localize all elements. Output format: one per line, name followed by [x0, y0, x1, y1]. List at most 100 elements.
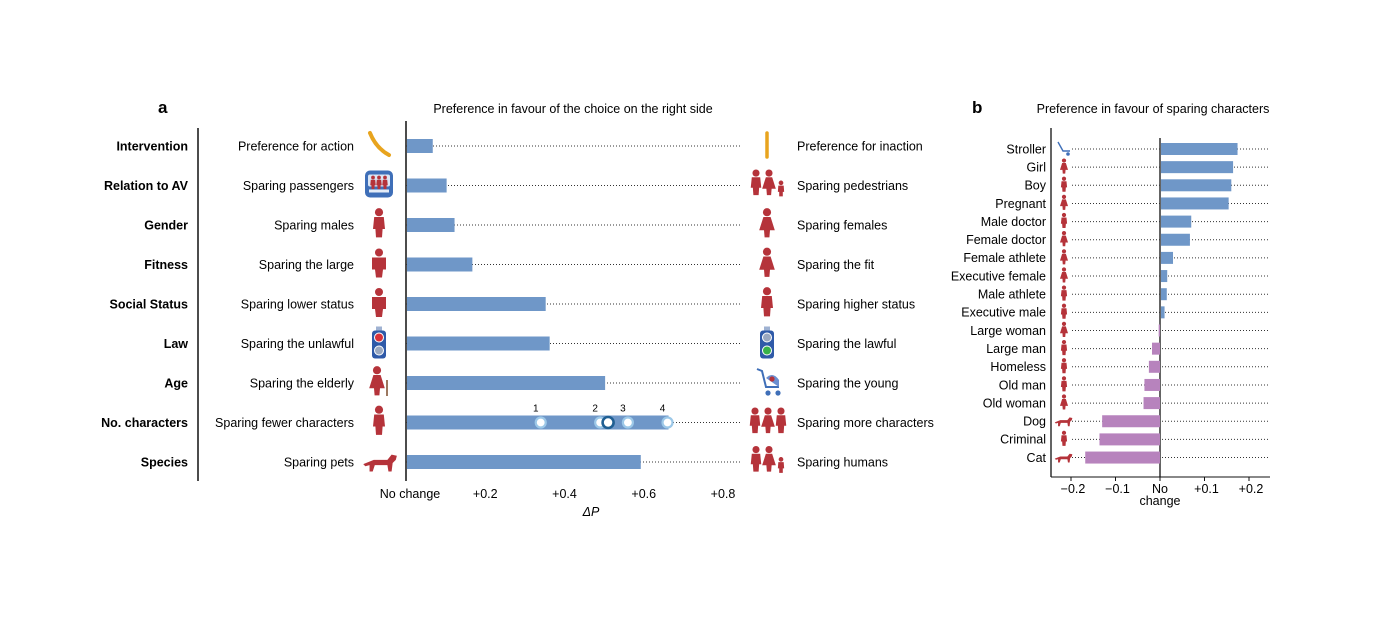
fit-person-icon — [759, 247, 775, 277]
action-arrow-icon — [368, 131, 391, 157]
left-choice-label: Sparing the large — [259, 258, 354, 272]
bar-relation-to-av — [407, 178, 447, 193]
panel-b-chart: b Preference in favour of sparing charac… — [951, 98, 1270, 508]
person-figure-icon — [373, 208, 385, 238]
man-figure-icon — [750, 445, 762, 472]
person-figure-icon — [373, 405, 385, 435]
panel-a-letter: a — [158, 98, 168, 117]
character-label: Pregnant — [995, 197, 1046, 211]
dog-icon — [1054, 417, 1073, 427]
woman-figure-icon — [761, 407, 775, 434]
row-homeless: Homeless — [990, 358, 1268, 374]
row-pregnant: Pregnant — [995, 194, 1268, 211]
girl-icon — [1059, 158, 1069, 174]
bar-cat — [1085, 451, 1160, 464]
bar-stroller — [1161, 143, 1238, 155]
panel-b-title: Preference in favour of sparing characte… — [1037, 102, 1270, 116]
row-social-status: Social Status Sparing lower status Sparing… — [110, 287, 915, 317]
row-criminal: Criminal — [1000, 430, 1268, 447]
row-large-man: Large man — [986, 339, 1268, 356]
person-figure-icon — [761, 287, 773, 317]
row-male-doctor: Male doctor — [981, 212, 1268, 229]
elderly-figure-icon — [369, 366, 385, 396]
bar-large-man — [1151, 342, 1160, 355]
bar-female-athlete — [1161, 251, 1174, 264]
bar-old-woman — [1143, 397, 1160, 410]
character-label: Old woman — [983, 396, 1046, 410]
woman-figure-icon — [762, 169, 776, 196]
character-count-marker — [661, 416, 674, 429]
bar-male-athlete — [1161, 288, 1167, 301]
homeless-icon — [1060, 358, 1068, 374]
panel-a-title: Preference in favour of the choice on th… — [433, 102, 712, 116]
character-count-label: 1 — [533, 404, 539, 415]
character-label: Male athlete — [978, 288, 1046, 302]
row-boy: Boy — [1024, 176, 1268, 193]
bar-fitness — [407, 257, 473, 272]
category-label: Fitness — [144, 258, 188, 272]
panel-b-x-tick-label: +0.1 — [1194, 482, 1219, 496]
character-label: Male doctor — [981, 215, 1046, 229]
right-choice-label: Sparing more characters — [797, 416, 934, 430]
character-label: Large man — [986, 342, 1046, 356]
panel-b-x-tick-label: No — [1152, 482, 1168, 496]
character-count-marker — [534, 416, 547, 429]
category-label: Age — [164, 377, 188, 391]
green-light-icon — [760, 326, 774, 359]
row-large-woman: Large woman — [970, 321, 1268, 338]
bar-pregnant — [1161, 197, 1229, 210]
bar-female-doctor — [1161, 233, 1190, 246]
character-count-label: 4 — [660, 404, 666, 415]
left-choice-label: Sparing lower status — [241, 298, 354, 312]
large-woman-icon — [1059, 321, 1069, 337]
character-label: Large woman — [970, 324, 1046, 338]
large-man-icon — [1060, 339, 1068, 356]
executive-female-icon — [1059, 267, 1069, 283]
executive-male-icon — [1060, 303, 1068, 319]
row-old-woman: Old woman — [983, 394, 1268, 410]
left-choice-label: Sparing pets — [284, 456, 354, 470]
left-choice-label: Preference for action — [238, 140, 354, 154]
female-athlete-icon — [1059, 249, 1069, 265]
panel-a-x-axis-label: ΔP — [582, 505, 600, 519]
row-executive-female: Executive female — [951, 267, 1268, 283]
left-choice-label: Sparing males — [274, 219, 354, 233]
character-label: Old man — [999, 378, 1046, 392]
category-label: Species — [141, 456, 188, 470]
bar-law — [407, 336, 550, 351]
bar-executive-female — [1161, 270, 1168, 283]
character-label: Girl — [1027, 160, 1046, 174]
row-fitness: Fitness Sparing the large Sparing the fit — [144, 247, 875, 278]
woman-figure-icon — [759, 208, 775, 238]
male-icon — [373, 208, 385, 238]
bar-intervention — [407, 139, 433, 153]
row-dog: Dog — [1023, 415, 1268, 429]
stroller-icon — [756, 368, 781, 396]
row-no-characters: No. characters Sparing fewer characters Sp… — [101, 404, 934, 435]
child-figure-icon — [777, 180, 785, 197]
panel-a-x-tick-label: +0.8 — [711, 487, 736, 501]
man-figure-icon — [750, 169, 762, 196]
row-age: Age Sparing the elderly Sparing the young — [164, 366, 899, 396]
character-label: Boy — [1024, 179, 1046, 193]
bar-male-doctor — [1161, 215, 1192, 228]
right-choice-label: Sparing the young — [797, 377, 899, 391]
bar-dog — [1102, 415, 1160, 428]
group-icon — [749, 407, 787, 434]
male-doctor-icon — [1060, 212, 1068, 229]
pregnant-icon — [1059, 194, 1069, 210]
stroller-wheel-icon — [1066, 152, 1070, 156]
right-choice-label: Sparing females — [797, 219, 887, 233]
old-woman-icon — [1059, 394, 1069, 410]
right-choice-label: Preference for inaction — [797, 140, 923, 154]
character-count-label: 2 — [592, 404, 598, 415]
category-label: Relation to AV — [104, 179, 189, 193]
child-figure-icon — [777, 457, 785, 473]
bar-executive-male — [1161, 306, 1165, 319]
female-doctor-icon — [1059, 231, 1069, 247]
character-label: Homeless — [990, 360, 1046, 374]
stroller-icon — [1057, 141, 1070, 152]
panel-b-x-tick-label: −0.2 — [1061, 482, 1086, 496]
panel-b-letter: b — [972, 98, 982, 117]
